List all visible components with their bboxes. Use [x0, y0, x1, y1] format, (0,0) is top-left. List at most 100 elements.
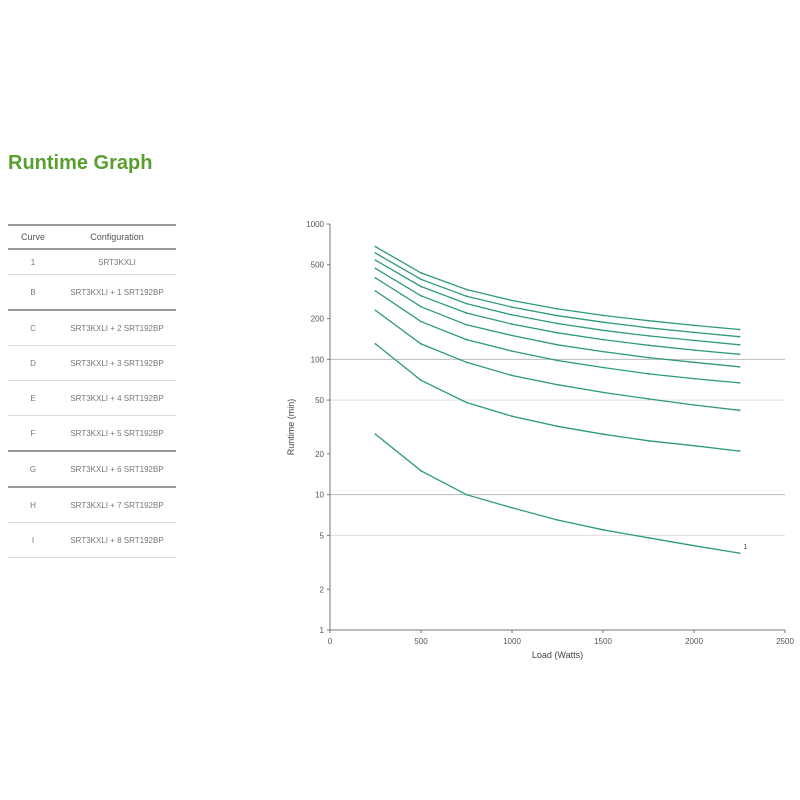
table-row: I SRT3KXLI + 8 SRT192BP	[8, 522, 176, 558]
curve-id-cell: G	[8, 450, 58, 488]
data-point	[420, 320, 422, 323]
data-point	[693, 349, 695, 352]
data-point	[602, 314, 604, 317]
data-point	[420, 379, 422, 382]
data-point	[420, 343, 422, 345]
data-point	[556, 307, 559, 310]
data-point	[556, 519, 559, 521]
data-point	[374, 252, 377, 254]
data-point	[511, 306, 513, 309]
x-axis-label: Load (Watts)	[532, 650, 583, 660]
runtime-chart: 1 2 5 10 20 50 100 200 500 1000 0 500 1000 1500 2000 25…	[286, 220, 794, 660]
configuration-cell: SRT3KXLI + 7 SRT192BP	[58, 486, 176, 523]
series-line	[375, 277, 740, 368]
data-point	[693, 324, 695, 327]
y-tick-label: 20	[315, 450, 324, 459]
configuration-cell: SRT3KXLI + 6 SRT192BP	[58, 450, 176, 488]
data-point	[693, 339, 695, 342]
table-row: C SRT3KXLI + 2 SRT192BP	[8, 309, 176, 346]
data-point	[511, 299, 513, 302]
data-point	[647, 319, 650, 322]
y-tick-label: 2	[320, 585, 325, 594]
series-line	[375, 246, 740, 331]
data-point	[693, 404, 695, 406]
data-point	[738, 335, 741, 338]
data-point	[647, 373, 650, 375]
data-point	[647, 326, 650, 329]
data-point	[647, 536, 650, 539]
data-point	[556, 343, 559, 346]
data-point	[738, 450, 741, 452]
configuration-cell: SRT3KXLI + 5 SRT192BP	[58, 415, 176, 452]
x-tick-label: 2500	[776, 637, 794, 646]
data-point	[738, 381, 741, 384]
data-point	[693, 444, 695, 447]
data-point	[738, 365, 741, 368]
data-point	[556, 359, 559, 362]
configuration-cell: SRT3KXLI + 3 SRT192BP	[58, 345, 176, 381]
data-point	[374, 343, 377, 345]
y-tick-label: 50	[315, 396, 324, 405]
configuration-cell: SRT3KXLI + 4 SRT192BP	[58, 380, 176, 416]
x-tick-label: 0	[328, 637, 333, 646]
configuration-cell: SRT3KXLI + 2 SRT192BP	[58, 309, 176, 346]
data-point	[465, 288, 468, 291]
table-row: H SRT3KXLI + 7 SRT192BP	[8, 486, 176, 523]
data-point	[738, 353, 741, 356]
y-tick-label: 1000	[306, 220, 324, 229]
data-point	[602, 350, 604, 353]
data-point	[556, 314, 559, 317]
data-point	[602, 329, 604, 332]
configuration-cell: SRT3KXLI + 1 SRT192BP	[58, 274, 176, 311]
data-point	[738, 409, 741, 412]
data-point	[602, 338, 604, 341]
curve-id-cell: C	[8, 309, 58, 346]
table-row: D SRT3KXLI + 3 SRT192BP	[8, 345, 176, 381]
data-point	[465, 295, 468, 298]
data-point	[738, 552, 741, 555]
data-point	[511, 415, 513, 418]
data-point	[374, 276, 377, 279]
configuration-cell: SRT3KXLI + 8 SRT192BP	[58, 522, 176, 558]
data-point	[511, 374, 513, 377]
data-point	[647, 398, 650, 400]
data-point	[738, 343, 741, 346]
data-point	[465, 323, 468, 326]
table-row: F SRT3KXLI + 5 SRT192BP	[8, 415, 176, 452]
curve-id-cell: B	[8, 274, 58, 311]
curve-id-cell: I	[8, 522, 58, 558]
series-end-label: 1	[744, 544, 748, 551]
data-point	[693, 377, 695, 380]
data-point	[693, 331, 695, 334]
data-point	[511, 350, 513, 353]
data-point	[374, 267, 377, 270]
y-axis-label: Runtime (min)	[286, 399, 296, 456]
data-point	[647, 344, 650, 347]
header-curve: Curve	[8, 224, 58, 250]
data-point	[420, 469, 422, 472]
table-row: 1 SRT3KXLI	[8, 249, 176, 275]
data-point	[556, 331, 559, 334]
y-tick-label: 500	[311, 261, 325, 270]
data-point	[602, 433, 604, 436]
page-title: Runtime Graph	[8, 152, 153, 174]
series-line	[375, 267, 740, 355]
x-tick-label: 1500	[594, 637, 612, 646]
data-point	[556, 383, 559, 386]
data-point	[511, 323, 513, 326]
x-tick-label: 1000	[503, 637, 521, 646]
data-point	[465, 401, 468, 404]
y-tick-label: 10	[315, 491, 324, 500]
data-point	[465, 302, 468, 305]
data-point	[465, 361, 468, 364]
x-tick-label: 500	[414, 637, 428, 646]
data-point	[374, 290, 377, 292]
data-point	[647, 356, 650, 359]
curve-id-cell: 1	[8, 249, 58, 275]
data-point	[374, 309, 377, 312]
curve-id-cell: D	[8, 345, 58, 381]
data-point	[465, 338, 468, 341]
table-header-row: Curve Configuration	[8, 224, 176, 250]
curve-id-cell: H	[8, 486, 58, 523]
data-point	[420, 305, 422, 308]
